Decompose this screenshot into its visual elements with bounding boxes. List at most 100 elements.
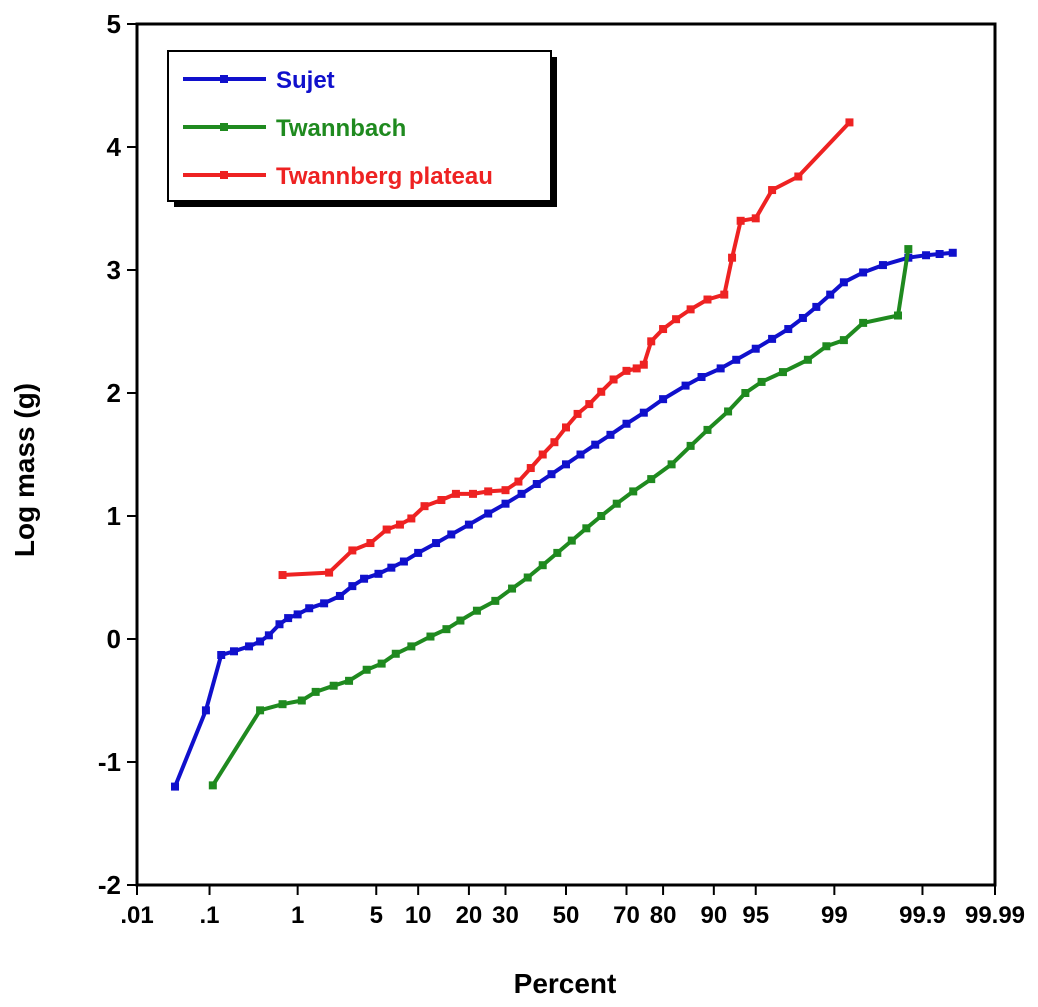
data-point-twannberg-plateau [526,464,535,473]
data-point-twannbach [472,606,481,615]
data-point-twannbach [859,318,868,327]
x-tick-label: 99.99 [965,902,1025,929]
y-tick-label: 3 [107,255,121,285]
data-point-sujet [229,647,238,656]
data-point-twannberg-plateau [597,387,606,396]
legend-label: Sujet [276,67,335,94]
data-point-twannbach [894,311,903,320]
data-point-sujet [293,610,302,619]
data-point-sujet [859,268,868,277]
x-tick-label: 20 [456,902,483,929]
data-point-twannberg-plateau [562,423,570,432]
data-point-twannberg-plateau [751,214,760,223]
data-point-twannbach [597,512,606,520]
data-point-sujet [201,706,210,715]
x-tick-label: 50 [553,902,580,929]
data-point-sujet [387,563,396,572]
data-point-sujet [547,470,556,479]
data-point-sujet [517,489,526,498]
data-point-twannberg-plateau [514,477,523,486]
legend-marker [220,171,228,179]
data-point-twannbach [491,596,500,605]
data-point-twannberg-plateau [672,315,681,324]
data-point-twannberg-plateau [703,295,712,304]
data-point-twannbach [538,561,547,570]
data-point-twannberg-plateau [585,400,594,409]
data-point-twannberg-plateau [407,514,416,523]
data-point-twannbach [647,475,656,484]
data-point-sujet [784,325,793,334]
x-axis-label: Percent [514,968,617,999]
data-point-sujet [432,539,441,548]
data-point-twannberg-plateau [736,216,745,225]
data-point-twannbach [523,573,532,582]
data-point-twannbach [582,524,591,533]
data-point-twannberg-plateau [622,366,631,375]
x-tick-label: 99.9 [899,902,946,929]
data-point-twannbach [508,584,517,593]
y-tick-label: -2 [98,870,121,900]
data-point-sujet [922,251,931,260]
data-point-twannbach [629,487,638,496]
data-point-twannberg-plateau [325,568,334,577]
data-point-sujet [464,520,473,529]
data-point-twannberg-plateau [451,489,460,498]
data-point-sujet [501,499,510,508]
data-point-twannberg-plateau [538,450,547,459]
data-point-sujet [732,355,741,364]
legend-label: Twannberg plateau [276,163,493,190]
data-point-sujet [360,574,369,583]
y-tick-label: 2 [107,378,121,408]
data-point-twannberg-plateau [366,539,375,548]
x-tick-label: 10 [405,902,432,929]
x-tick-label: .01 [120,902,153,929]
data-point-sujet [447,530,456,539]
data-point-sujet [256,637,265,646]
data-point-sujet [171,782,180,791]
data-point-sujet [768,334,777,343]
data-point-sujet [798,313,807,322]
data-point-sujet [335,591,344,600]
x-tick-label: 99 [821,902,848,929]
y-tick-label: 5 [107,9,121,39]
y-axis-label: Log mass (g) [9,383,40,557]
data-point-twannbach [442,625,451,634]
data-point-sujet [399,557,408,566]
data-point-twannberg-plateau [484,487,493,496]
data-point-twannberg-plateau [395,520,404,529]
data-point-sujet [606,430,615,439]
y-tick-label: 1 [107,501,121,531]
data-point-twannberg-plateau [437,496,446,505]
data-point-sujet [716,364,725,373]
data-point-sujet [839,278,848,287]
data-point-sujet [681,381,690,390]
data-point-sujet [826,290,835,299]
data-point-twannbach [757,377,766,386]
data-point-twannbach [612,499,621,508]
data-point-sujet [948,248,957,257]
data-point-twannberg-plateau [420,502,429,511]
data-point-twannbach [297,696,306,705]
legend-marker [220,123,228,131]
data-point-sujet [532,480,541,489]
legend-marker [220,75,228,83]
x-tick-label: .1 [200,902,220,929]
series-line-sujet [173,250,953,788]
data-point-twannbach [686,441,695,450]
data-point-twannberg-plateau [468,489,477,498]
x-tick-label: 70 [613,902,640,929]
data-point-sujet [639,408,648,417]
x-tick-label: 90 [700,902,727,929]
data-point-sujet [576,450,585,459]
data-point-sujet [484,509,493,518]
data-point-twannbach [724,407,733,416]
data-point-twannbach [278,700,287,709]
data-point-sujet [305,604,314,613]
data-point-twannbach [822,342,831,351]
data-point-twannberg-plateau [609,375,618,384]
data-point-twannbach [703,425,712,434]
data-point-sujet [659,395,668,404]
data-point-twannberg-plateau [768,186,777,195]
data-point-twannbach [362,665,371,674]
